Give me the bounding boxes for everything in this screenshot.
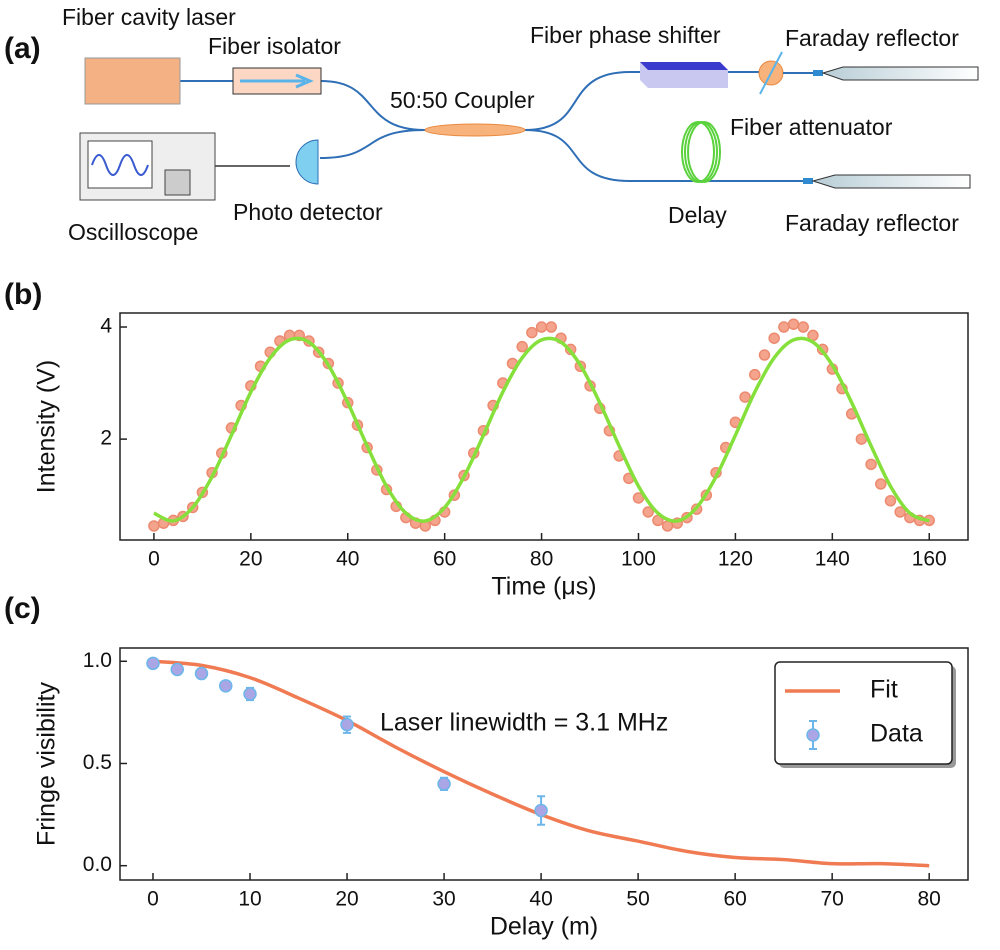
data-point — [787, 318, 800, 330]
x-tick-label: 10 — [238, 888, 261, 911]
data-point — [894, 506, 906, 518]
x-tick-label: 100 — [621, 548, 656, 571]
panel-label: (a) — [4, 32, 41, 65]
legend-box — [774, 661, 953, 765]
x-tick-label: 160 — [912, 548, 947, 571]
component-label: Oscilloscope — [68, 219, 198, 245]
data-point — [526, 326, 538, 339]
fit-line — [153, 336, 930, 523]
data-point — [768, 332, 780, 344]
setup-diagram: Fiber cavity laser Fiber isolator 50:50 … — [62, 4, 979, 245]
reflector-tip — [813, 70, 823, 76]
legend-label: Data — [870, 720, 923, 748]
data-point — [865, 458, 877, 471]
data-point — [437, 777, 451, 791]
x-tick-label: 70 — [820, 888, 843, 911]
data-point — [875, 478, 887, 490]
data-point — [884, 495, 897, 507]
x-tick-label: 40 — [529, 888, 552, 911]
data-point — [194, 666, 209, 681]
component-label: Fiber isolator — [208, 33, 341, 59]
x-tick-label: 60 — [723, 888, 746, 911]
plot-frame — [119, 312, 969, 541]
data-point — [661, 520, 674, 532]
y-tick-label: 2 — [100, 427, 112, 450]
x-axis-label: Delay (m) — [490, 913, 598, 941]
x-tick-label: 0 — [148, 548, 160, 571]
y-axis-label: Fringe visibility — [33, 682, 61, 846]
phase-shifter-top — [640, 62, 728, 70]
component-label: Photo detector — [233, 199, 383, 225]
y-tick-label: 4 — [100, 315, 112, 338]
reflector — [811, 174, 971, 189]
data-point — [739, 391, 751, 403]
x-tick-label: 120 — [718, 548, 753, 571]
x-tick-label: 50 — [626, 888, 649, 911]
component-label: Fiber cavity laser — [62, 4, 236, 30]
component-label: Fiber phase shifter — [530, 22, 721, 48]
y-axis-label: Intensity (V) — [33, 360, 61, 493]
data-point — [146, 656, 160, 671]
data-point — [243, 687, 257, 701]
data-point — [535, 321, 548, 333]
x-tick-label: 40 — [336, 548, 359, 571]
panel-label: (b) — [4, 278, 42, 311]
data-point — [797, 321, 809, 333]
laser — [84, 57, 181, 105]
reflector — [821, 66, 979, 81]
data-point — [219, 679, 233, 693]
isolator-arrow — [240, 73, 314, 89]
coupler — [424, 123, 526, 137]
component-label: Fiber attenuator — [730, 114, 893, 140]
data-point — [758, 349, 771, 361]
x-tick-label: 0 — [147, 888, 159, 911]
legend-label: Fit — [870, 676, 898, 704]
scope-panel — [164, 169, 191, 196]
data-point — [749, 368, 761, 381]
data-point — [340, 717, 354, 732]
y-tick-label: 0.5 — [83, 751, 112, 774]
data-point — [534, 803, 548, 818]
data-point — [170, 662, 184, 677]
data-point — [642, 506, 654, 518]
panel-label: (c) — [4, 592, 41, 625]
data-point — [516, 340, 528, 353]
attenuator-arrow — [759, 51, 783, 95]
x-tick-label: 60 — [433, 548, 456, 571]
data-point — [632, 492, 645, 504]
component-label: Faraday reflector — [785, 25, 959, 51]
component-label: 50:50 Coupler — [390, 87, 535, 113]
x-tick-label: 20 — [239, 548, 262, 571]
fiber — [180, 71, 805, 182]
x-tick-label: 80 — [918, 888, 941, 911]
x-tick-label: 140 — [815, 548, 850, 571]
x-tick-label: 30 — [432, 888, 455, 911]
component-label: Faraday reflector — [785, 210, 959, 236]
component-label: Delay — [668, 202, 727, 228]
data-point — [148, 520, 160, 532]
delay-coil — [681, 121, 721, 183]
photodetector — [295, 139, 319, 185]
y-tick-label: 0.0 — [83, 853, 112, 876]
reflector-tip — [803, 178, 813, 184]
legend-marker — [806, 728, 820, 742]
x-tick-label: 20 — [335, 888, 358, 911]
annotation: Laser linewidth = 3.1 MHz — [380, 709, 668, 737]
x-tick-label: 80 — [530, 548, 553, 571]
x-axis-label: Time (μs) — [491, 573, 596, 601]
y-tick-label: 1.0 — [83, 649, 112, 672]
scope-wave — [91, 154, 149, 176]
data-point — [778, 321, 790, 333]
data-point — [545, 321, 558, 333]
